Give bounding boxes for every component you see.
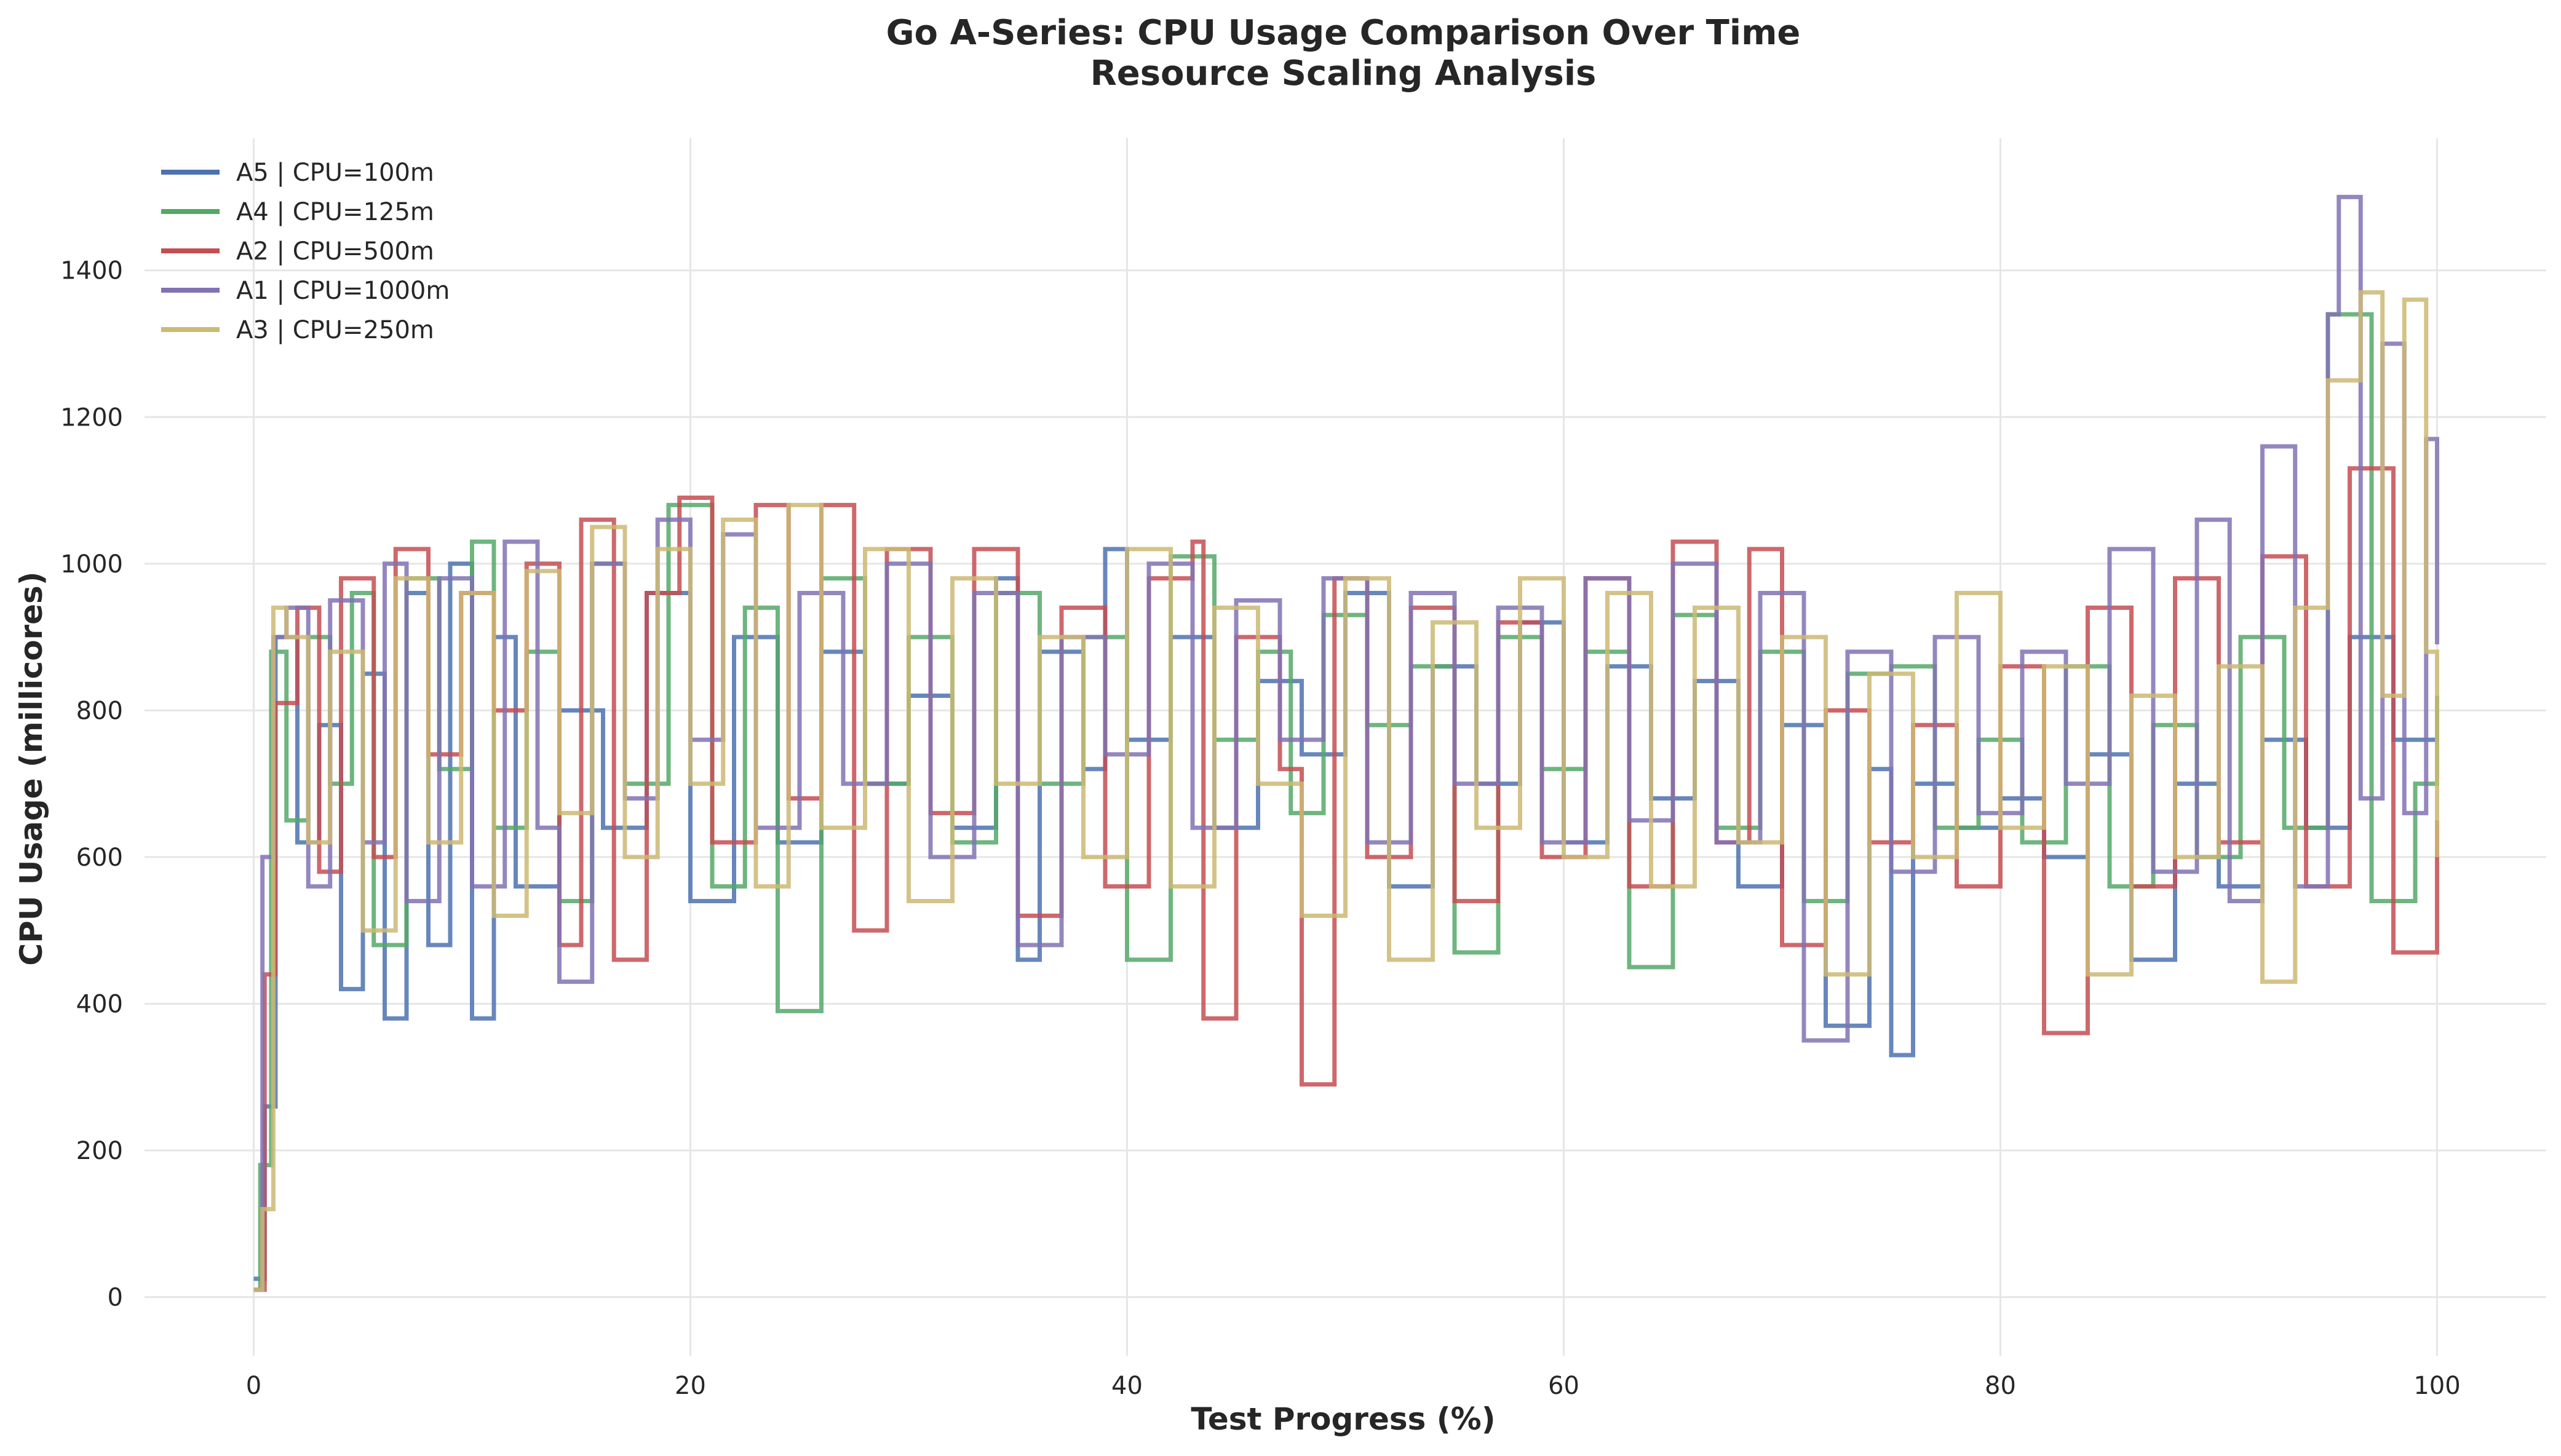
legend-entry: A2 | CPU=500m (161, 237, 434, 266)
y-tick-label: 600 (76, 844, 123, 872)
legend: A5 | CPU=100m A4 | CPU=125m A2 | CPU=500m A… (161, 159, 450, 344)
chart-title: Go A-Series: CPU Usage Comparison Over T… (886, 13, 1801, 53)
legend-entry: A3 | CPU=250m (161, 316, 434, 344)
legend-entry: A4 | CPU=125m (161, 198, 434, 226)
y-tick-label: 800 (76, 697, 123, 725)
x-tick-label: 100 (2413, 1372, 2460, 1400)
series-lines (253, 194, 2439, 1292)
y-tick-label: 400 (76, 990, 123, 1018)
legend-entry: A5 | CPU=100m (161, 159, 434, 187)
x-tick-label: 60 (1548, 1372, 1579, 1400)
legend-label: A4 | CPU=125m (236, 198, 434, 226)
x-tick-label: 0 (246, 1372, 261, 1400)
x-tick-label: 40 (1111, 1372, 1143, 1400)
y-tick-label: 1400 (60, 257, 123, 285)
legend-label: A2 | CPU=500m (236, 237, 434, 266)
y-axis-label: CPU Usage (millicores) (14, 571, 49, 965)
legend-entry: A1 | CPU=1000m (161, 277, 450, 305)
y-tick-label: 1000 (60, 550, 123, 579)
x-tick-label: 20 (675, 1372, 706, 1400)
chart-subtitle: Resource Scaling Analysis (1090, 53, 1597, 93)
x-axis-label: Test Progress (%) (1191, 1401, 1495, 1437)
legend-label: A5 | CPU=100m (236, 159, 434, 187)
x-tick-label: 80 (1985, 1372, 2016, 1400)
y-tick-label: 0 (108, 1284, 123, 1312)
series-line-4 (253, 290, 2439, 1292)
y-tick-label: 1200 (60, 403, 123, 432)
y-tick-label: 200 (76, 1137, 123, 1165)
legend-label: A1 | CPU=1000m (236, 277, 450, 305)
legend-label: A3 | CPU=250m (236, 316, 434, 344)
